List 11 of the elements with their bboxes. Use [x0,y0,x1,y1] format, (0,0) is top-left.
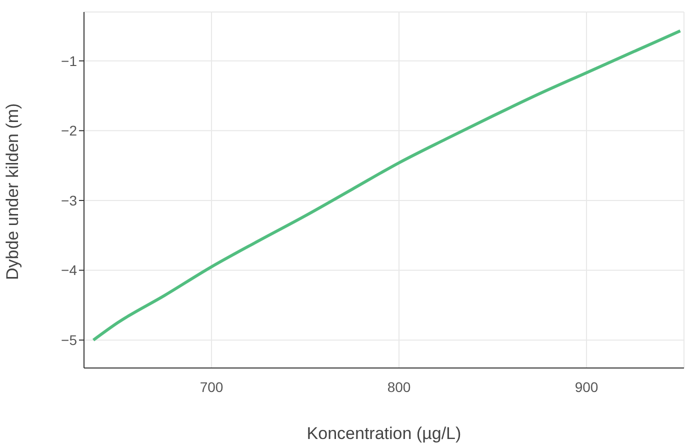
x-tick-label: 900 [574,378,598,395]
y-axis-title: Dybde under kilden (m) [3,103,22,280]
y-tick-label: −2 [61,122,78,139]
y-tick-label: −5 [61,332,78,348]
x-axis-title: Koncentration (µg/L) [306,424,462,443]
y-tick-label: −3 [61,192,78,208]
x-tick-label: 700 [200,378,224,395]
y-tick-label: −1 [61,52,78,69]
line-series [92,29,682,342]
y-tick-label: −4 [61,262,78,278]
x-tick-label: 800 [387,378,411,395]
